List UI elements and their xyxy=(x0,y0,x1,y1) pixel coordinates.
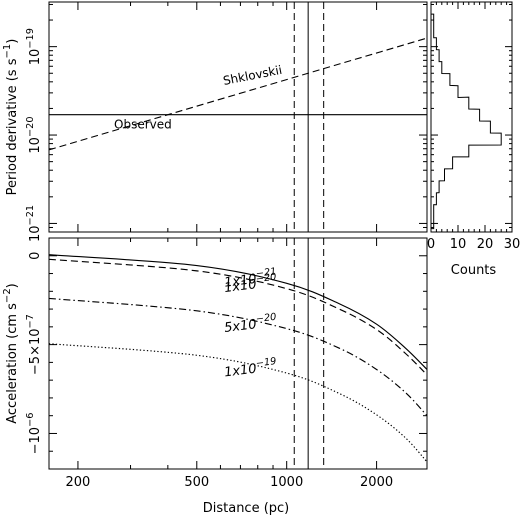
y-tick-label: 10−19 xyxy=(25,28,43,65)
y-tick-label: −5×10−7 xyxy=(25,314,43,375)
count-tick-label: 10 xyxy=(450,237,467,252)
observed-label: Observed xyxy=(114,118,172,132)
x-axis-label: Distance (pc) xyxy=(203,501,290,516)
acceleration-curve xyxy=(49,297,427,417)
count-tick-label: 0 xyxy=(427,237,435,252)
acceleration-curve xyxy=(49,254,427,370)
counts-axis-label: Counts xyxy=(451,263,497,278)
shklovskii-label: Shklovskii xyxy=(222,63,283,88)
top-plot-frame xyxy=(48,1,428,233)
acceleration-curve xyxy=(49,343,427,463)
axis-labels: Period derivative (s s−1) Acceleration (c… xyxy=(2,39,20,424)
bottom-y-axis-label: Acceleration (cm s−2) xyxy=(2,283,20,424)
bottom-panel: 200 500 1000 2000 0 −5×10−7 −10−6 1x10−211x10−2… xyxy=(25,237,428,516)
x-tick-label: 1000 xyxy=(270,475,303,490)
count-tick-label: 20 xyxy=(477,237,494,252)
bottom-plot-frame xyxy=(48,237,428,470)
x-tick-label: 200 xyxy=(66,475,91,490)
histogram-panel: 0 10 20 30 Counts xyxy=(427,1,520,278)
x-tick-label: 500 xyxy=(184,475,209,490)
x-tick-label: 2000 xyxy=(360,475,393,490)
histogram-bars xyxy=(431,13,502,230)
histogram-frame xyxy=(430,1,513,233)
top-y-axis-label: Period derivative (s s−1) xyxy=(2,39,20,196)
curve-label: 1x10−21 xyxy=(223,266,278,290)
y-tick-label: 10−20 xyxy=(25,116,43,153)
series-line-shklovskii xyxy=(48,37,428,151)
curve-label: 5x10−20 xyxy=(223,312,278,336)
acceleration-curve xyxy=(49,258,427,376)
curve-label: 1x10−20 xyxy=(223,272,278,296)
y-tick-label: −10−6 xyxy=(25,413,43,455)
y-tick-label: 10−21 xyxy=(25,205,43,242)
y-tick-label: 0 xyxy=(28,252,43,260)
curve-label: 1x10−19 xyxy=(223,356,278,380)
count-tick-label: 30 xyxy=(504,237,520,252)
top-panel: 10−21 10−20 10−19 Shklovskii Observed xyxy=(25,1,428,242)
